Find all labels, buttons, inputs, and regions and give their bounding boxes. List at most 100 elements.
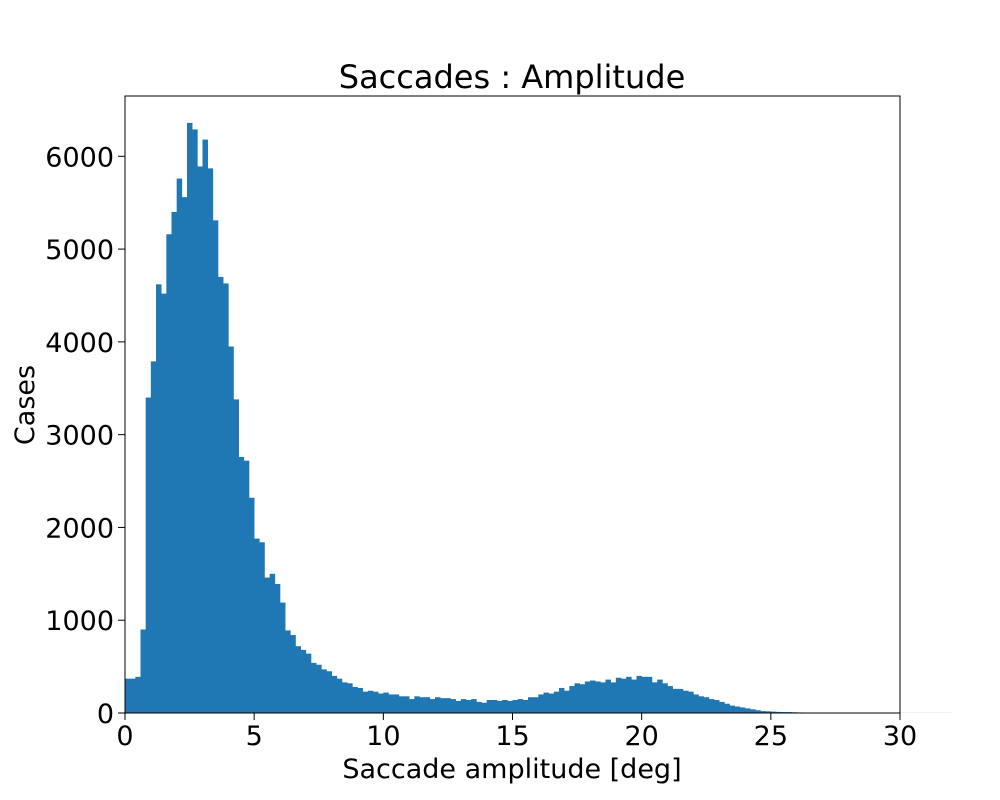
y-tick-label: 0 <box>97 699 114 730</box>
histogram-bar <box>259 542 265 713</box>
histogram-bar <box>445 698 451 713</box>
histogram-bar <box>765 711 772 713</box>
x-tick-label: 5 <box>246 721 263 752</box>
histogram-bar <box>166 234 172 713</box>
x-tick-label: 10 <box>366 721 400 752</box>
histogram-bar <box>342 682 348 713</box>
histogram-bar <box>150 361 157 713</box>
histogram-bar <box>770 711 777 713</box>
histogram-bar <box>522 700 529 713</box>
histogram-bar <box>398 696 405 713</box>
x-axis-label: Saccade amplitude [deg] <box>342 754 681 785</box>
histogram-bar <box>326 671 332 713</box>
histogram-bar <box>600 682 606 713</box>
histogram-bar <box>471 699 477 713</box>
histogram-bar <box>569 686 575 713</box>
histogram-bar <box>760 711 766 713</box>
histogram-bar <box>708 699 715 713</box>
histogram-bars <box>125 122 952 714</box>
x-tick-label: 0 <box>116 721 133 752</box>
histogram-bar <box>739 707 746 713</box>
histogram-bar <box>192 129 198 713</box>
x-tick-label: 30 <box>883 721 917 752</box>
histogram-bar <box>280 602 286 713</box>
histogram-bar <box>776 711 782 713</box>
histogram-bar <box>626 676 632 713</box>
histogram-bar <box>125 678 131 713</box>
histogram-bar <box>512 700 518 713</box>
histogram-bar <box>672 688 679 713</box>
histogram-bar <box>450 699 456 713</box>
x-tick-label: 25 <box>754 721 788 752</box>
histogram-bar <box>176 178 183 713</box>
histogram-bar <box>171 211 177 714</box>
x-tick-label: 20 <box>624 721 658 752</box>
histogram-bar <box>564 690 570 713</box>
histogram-bar <box>388 694 394 713</box>
histogram-bar <box>652 682 658 713</box>
histogram-bar <box>424 697 431 713</box>
histogram-bar <box>269 573 276 713</box>
histogram-bar <box>218 276 224 713</box>
histogram-bar <box>249 497 255 713</box>
histogram-bar <box>336 678 343 713</box>
histogram-bar <box>574 683 580 713</box>
histogram-bar <box>559 687 565 713</box>
histogram-bar <box>667 686 673 713</box>
histogram-bar <box>378 693 384 713</box>
histogram-bar <box>435 697 441 713</box>
histogram-bar <box>130 678 136 713</box>
histogram-bar <box>429 699 436 713</box>
histogram-bar <box>533 697 539 713</box>
histogram-bar <box>491 700 498 713</box>
y-tick-label: 4000 <box>45 328 114 359</box>
histogram-bar <box>367 690 374 713</box>
histogram-bar <box>507 700 513 713</box>
histogram-bar <box>502 700 508 713</box>
histogram-bar <box>212 220 219 713</box>
histogram-bar <box>662 683 668 713</box>
histogram-bar <box>187 122 193 713</box>
histogram-bar <box>729 705 735 713</box>
histogram-bar <box>181 197 188 713</box>
histogram-bar <box>745 708 751 713</box>
histogram-bar <box>135 676 141 713</box>
histogram-bar <box>419 697 425 713</box>
histogram-bar <box>295 646 301 713</box>
x-tick-label: 15 <box>495 721 529 752</box>
histogram-bar <box>646 676 653 713</box>
histogram-bar <box>683 690 689 713</box>
histogram-bar <box>641 676 648 713</box>
histogram-bar <box>316 664 322 713</box>
histogram-bar <box>497 700 503 713</box>
y-tick-label: 1000 <box>45 606 114 637</box>
histogram-bar <box>156 284 162 713</box>
histogram-bar <box>161 293 167 713</box>
histogram-bar <box>233 399 239 713</box>
histogram-bar <box>264 577 270 713</box>
histogram-bar <box>714 700 720 713</box>
histogram-bar <box>383 692 389 713</box>
histogram-bar <box>466 700 472 713</box>
histogram-bar <box>538 694 544 713</box>
histogram-bar <box>486 700 493 713</box>
histogram-bar <box>698 696 704 713</box>
histogram-bar <box>393 694 400 713</box>
chart-title: Saccades : Amplitude <box>339 58 686 96</box>
histogram-bar <box>621 678 627 713</box>
histogram-bar <box>636 675 642 713</box>
histogram-bar <box>528 697 534 713</box>
histogram-bar <box>285 630 291 713</box>
histogram-bar <box>197 166 203 713</box>
histogram-bar <box>657 679 663 713</box>
histogram-bar <box>347 683 353 713</box>
histogram-bar <box>579 684 586 713</box>
histogram-bar <box>300 649 307 713</box>
y-tick-label: 3000 <box>45 421 114 452</box>
histogram-bar <box>207 168 214 713</box>
histogram-bar <box>223 283 229 713</box>
histogram-bar <box>352 687 358 713</box>
histogram-bar <box>517 699 524 713</box>
histogram-bar <box>404 696 410 713</box>
histogram-bar <box>243 460 250 713</box>
